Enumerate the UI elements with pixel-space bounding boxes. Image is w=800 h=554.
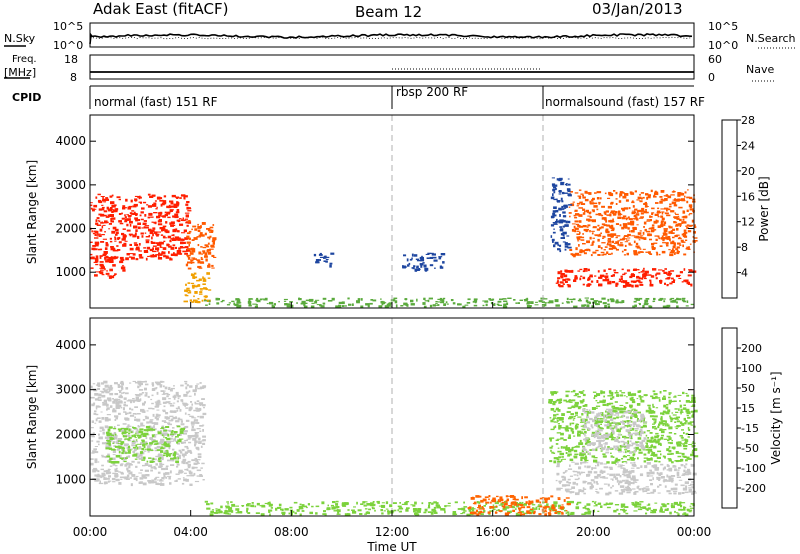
velocity-region-1 [105,425,185,464]
velocity-y-tick-1: 2000 [55,427,86,441]
power-y-tick-3: 4000 [55,134,86,148]
freq-left-tick-bottom: 8 [70,71,77,84]
x-tick-3: 12:00 [375,525,410,539]
velocity-cb-tick-0: 200 [741,342,762,355]
power-y-ticks: 1000 2000 3000 4000 [55,134,694,279]
freq-label-1: Freq. [12,54,37,65]
velocity-region-4 [555,461,697,496]
velocity-colorbar-label: Velocity [m s⁻¹] [769,371,783,464]
velocity-colorbar-ticks: 200 100 50 15 -15 -50 -100 -200 [737,342,766,495]
noise-right-label: N.Search [746,32,796,45]
velocity-cb-tick-3: 15 [741,402,755,415]
x-tick-1: 04:00 [173,525,208,539]
noise-left-label: N.Sky [4,32,36,45]
power-colorbar-label: Power [dB] [757,176,771,241]
power-region-1 [90,255,126,279]
velocity-cb-tick-4: -15 [741,422,759,435]
power-data [90,177,698,309]
cpid-label: CPID [12,91,41,104]
station-title: Adak East (fitACF) [93,0,228,18]
power-cb-tick-0: 4 [741,267,748,280]
power-y-tick-0: 1000 [55,265,86,279]
power-region-4 [203,297,695,309]
power-colorbar: 4 8 12 16 20 24 28 Power [dB] [721,114,771,299]
x-axis-ticks: 00:00 04:00 08:00 12:00 16:00 20:00 00:00 [73,302,712,539]
cpid-segment-2: rbsp 200 RF [396,85,468,99]
velocity-region-6 [581,408,648,456]
power-region-9 [550,177,573,253]
power-cb-tick-2: 12 [741,216,755,229]
power-region-3 [183,272,212,304]
power-y-tick-1: 2000 [55,222,86,236]
x-tick-5: 20:00 [576,525,611,539]
x-tick-2: 08:00 [274,525,309,539]
velocity-cb-tick-6: -100 [741,462,766,475]
nave-label: Nave [746,63,774,76]
velocity-y-ticks: 1000 2000 3000 4000 [55,338,694,486]
cpid-segment-1: normal (fast) 151 RF [94,95,218,109]
velocity-y-tick-2: 3000 [55,383,86,397]
noise-trace [89,32,693,45]
freq-panel: Freq. [MHz] 18 8 60 0 Nave [4,53,776,84]
velocity-cb-tick-5: -50 [741,442,759,455]
x-tick-4: 16:00 [475,525,510,539]
date-title: 03/Jan/2013 [592,0,683,18]
noise-left-tick-bottom: 10^0 [53,39,83,52]
noise-search-trace [89,36,693,40]
freq-right-tick-top: 60 [708,53,722,66]
power-y-tick-2: 3000 [55,178,86,192]
power-region-6 [402,252,446,272]
freq-label-2: [MHz] [4,66,36,79]
noise-right-tick-top: 10^5 [708,20,738,33]
beam-title: Beam 12 [355,3,422,21]
power-region-0 [90,193,192,261]
cpid-row: CPID normal (fast) 151 RF rbsp 200 RF no… [12,85,705,109]
velocity-region-3 [467,495,571,517]
velocity-panel: 1000 2000 3000 4000 Slant Range [km] [25,317,699,517]
power-panel: 1000 2000 3000 4000 Slant Range [km] [25,114,698,309]
power-cb-tick-5: 24 [741,139,755,152]
noise-left-tick-top: 10^5 [53,20,83,33]
power-colorbar-ticks: 4 8 12 16 20 24 28 [737,114,755,280]
power-region-2 [185,220,217,270]
velocity-colorbar: 200 100 50 15 -15 -50 -100 -200 Velocity [m s⁻¹… [721,327,783,509]
power-cb-tick-6: 28 [741,114,755,127]
power-cb-tick-1: 8 [741,241,748,254]
velocity-data [90,380,699,517]
velocity-y-tick-3: 4000 [55,338,86,352]
freq-right-tick-bottom: 0 [708,71,715,84]
power-region-8 [568,189,698,258]
cpid-segment-3: normalsound (fast) 157 RF [545,95,705,109]
velocity-y-label: Slant Range [km] [25,365,39,469]
velocity-cb-tick-2: 50 [741,382,755,395]
power-region-7 [555,267,697,288]
power-cb-tick-4: 20 [741,165,755,178]
power-region-5 [313,252,335,268]
velocity-cb-tick-1: 100 [741,362,762,375]
noise-panel: N.Sky 10^5 10^0 10^5 10^0 N.Search [4,20,796,52]
velocity-region-2 [204,500,695,517]
x-axis-label: Time UT [366,540,417,554]
freq-left-tick-top: 18 [64,53,78,66]
velocity-y-tick-0: 1000 [55,472,86,486]
x-tick-6: 00:00 [677,525,712,539]
noise-right-tick-bottom: 10^0 [708,39,738,52]
power-cb-tick-3: 16 [741,190,755,203]
velocity-cb-tick-7: -200 [741,482,766,495]
power-y-label: Slant Range [km] [25,160,39,264]
x-tick-0: 00:00 [73,525,108,539]
